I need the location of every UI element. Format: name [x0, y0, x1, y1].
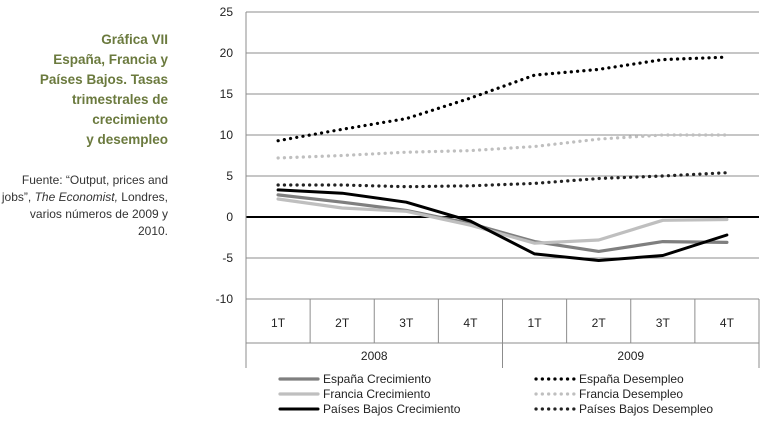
y-tick-label: 10 — [220, 128, 234, 142]
figure-caption: Gráfica VII España, Francia y Países Baj… — [0, 30, 168, 240]
series-line — [276, 197, 729, 245]
x-tick-label: 1T — [271, 316, 286, 330]
series-line — [276, 55, 729, 143]
y-tick-label: 20 — [220, 46, 234, 60]
x-tick-label: 2T — [592, 316, 607, 330]
x-tick-label: 4T — [463, 316, 478, 330]
y-tick-label: -10 — [216, 292, 234, 306]
x-tick-label: 4T — [720, 316, 735, 330]
caption-title: Gráfica VII España, Francia y Países Baj… — [39, 32, 168, 147]
source-publication: The Economist, — [34, 190, 118, 204]
series-line — [276, 171, 729, 189]
axes: -10 -5 0 5 10 15 20 25 1T 2T 3T 4T 1T 2T 3T 4T 2008 2009 — [216, 5, 760, 368]
series-lines — [276, 55, 729, 262]
series-line — [276, 188, 729, 262]
x-tick-label: 1T — [528, 316, 543, 330]
legend-label: España Desempleo — [579, 372, 684, 386]
y-tick-label: 5 — [226, 169, 233, 183]
y-tick-label: 0 — [226, 210, 233, 224]
x-tick-label: 3T — [656, 316, 671, 330]
x-group-label: 2008 — [361, 349, 388, 363]
legend-label: Francia Crecimiento — [323, 387, 431, 401]
caption-source: Fuente: “Output, prices and jobs”, The E… — [0, 172, 168, 240]
x-tick-label: 3T — [399, 316, 414, 330]
legend-label: Países Bajos Desempleo — [579, 402, 713, 416]
legend-label: España Crecimiento — [323, 372, 431, 386]
y-tick-label: 25 — [220, 5, 234, 19]
legend-label: Francia Desempleo — [579, 387, 683, 401]
x-tick-label: 2T — [335, 316, 350, 330]
source-text-suffix: Londres, varios números de 2009 y 2010. — [29, 190, 168, 238]
series-line — [276, 193, 729, 253]
chart-legend: España Crecimiento España DesempleoFranci… — [278, 372, 713, 416]
y-tick-label: 15 — [220, 87, 234, 101]
series-line — [276, 133, 729, 160]
y-tick-label: -5 — [222, 251, 233, 265]
source-text-prefix: Fuente: “Output, prices and jobs”, — [1, 173, 168, 204]
legend-label: Países Bajos Crecimiento — [323, 402, 461, 416]
x-group-label: 2009 — [617, 349, 644, 363]
